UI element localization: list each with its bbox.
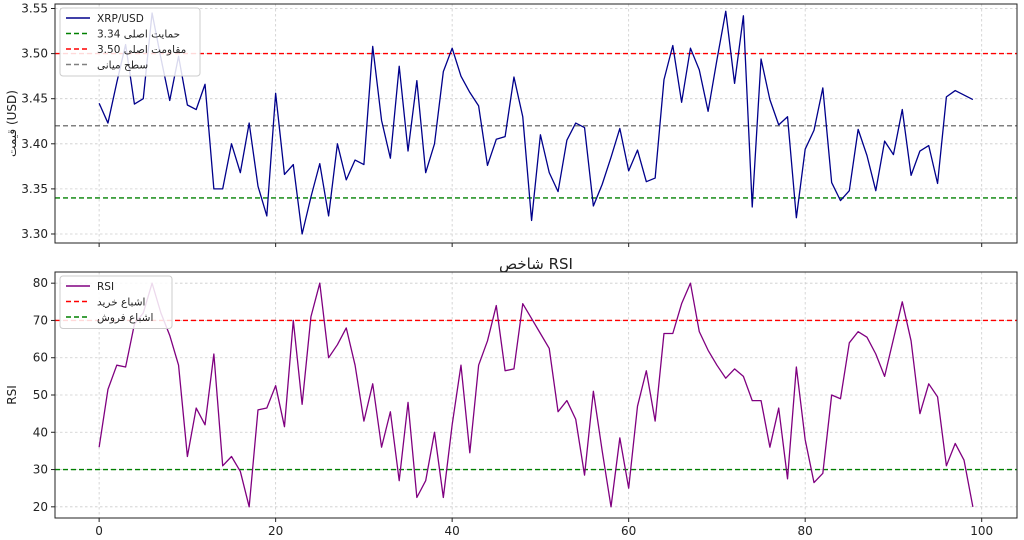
price-legend-box bbox=[59, 7, 201, 77]
price-ytick-label: 3.40 bbox=[21, 137, 48, 151]
price-ytick-label: 3.55 bbox=[21, 2, 48, 16]
rsi-xtick-label: 0 bbox=[95, 524, 103, 538]
price-ytick-label: 3.35 bbox=[21, 182, 48, 196]
rsi-xtick-label: 100 bbox=[970, 524, 993, 538]
price-ytick-label: 3.50 bbox=[21, 47, 48, 61]
rsi-xtick-label: 40 bbox=[445, 524, 460, 538]
rsi-series-line bbox=[98, 282, 974, 508]
rsi-xtick-label: 80 bbox=[798, 524, 813, 538]
rsi-ytick-label: 80 bbox=[33, 276, 48, 290]
price-legend: XRP/USD حمایت اصلی 3.34 مقاومت اصلی 3.50 سط… bbox=[59, 7, 201, 77]
rsi-legend-label: اشباع فروش bbox=[97, 312, 153, 324]
price-legend-label: XRP/USD bbox=[97, 13, 144, 25]
price-legend-label: حمایت اصلی 3.34 bbox=[97, 29, 180, 41]
rsi-ytick-label: 30 bbox=[33, 463, 48, 477]
rsi-ytick-label: 60 bbox=[33, 351, 48, 365]
price-ylabel: قیمت (USD) bbox=[5, 90, 19, 157]
rsi-ylabel: RSI bbox=[5, 385, 19, 405]
rsi-xtick-label: 20 bbox=[268, 524, 283, 538]
rsi-panel: شاخص RSI 20 30 40 50 60 70 80 0 20 40 60 80 100 RSI … bbox=[5, 255, 1018, 538]
rsi-legend-label: اشباع خرید bbox=[97, 297, 145, 309]
price-ytick-label: 3.45 bbox=[21, 92, 48, 106]
price-ytick-label: 3.30 bbox=[21, 227, 48, 241]
rsi-ytick-label: 20 bbox=[33, 500, 48, 514]
rsi-ytick-label: 70 bbox=[33, 313, 48, 327]
price-panel: 3.30 3.35 3.40 3.45 3.50 3.55 قیمت (USD) XRP/… bbox=[5, 2, 1018, 247]
rsi-legend-box bbox=[59, 275, 173, 329]
rsi-title: شاخص RSI bbox=[499, 255, 573, 273]
rsi-xtick-label: 60 bbox=[621, 524, 636, 538]
price-series-line bbox=[98, 10, 974, 235]
rsi-ytick-label: 40 bbox=[33, 425, 48, 439]
price-legend-label: سطح میانی bbox=[97, 60, 148, 72]
rsi-legend: RSI اشباع خرید اشباع فروش bbox=[59, 275, 173, 329]
rsi-ytick-label: 50 bbox=[33, 388, 48, 402]
rsi-legend-label: RSI bbox=[97, 281, 114, 293]
price-axes-frame bbox=[54, 3, 1018, 244]
price-legend-label: مقاومت اصلی 3.50 bbox=[97, 44, 186, 56]
